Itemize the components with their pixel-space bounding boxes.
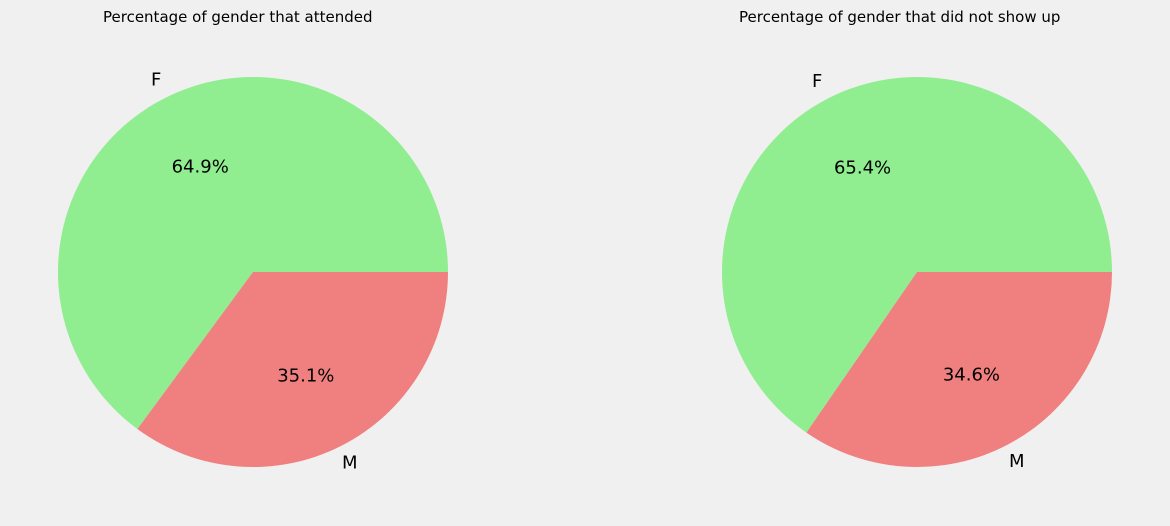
pie-slice-m xyxy=(137,272,448,468)
chart-title: Percentage of gender that did not show u… xyxy=(739,8,1061,26)
pie-slice-f xyxy=(58,77,449,430)
pie-chart-attended: F 64.9% M 35.1% xyxy=(58,70,449,473)
pie-category-label: F xyxy=(812,71,822,92)
pie-value-label: 64.9% xyxy=(172,157,229,178)
pie-slice-m xyxy=(806,272,1112,468)
pie-chart-no-show: F 65.4% M 34.6% xyxy=(722,71,1112,472)
pie-slice-f xyxy=(722,77,1112,433)
pie-panel-attended: Percentage of gender that attended F 64.9… xyxy=(58,8,449,473)
pie-panel-no-show: Percentage of gender that did not show u… xyxy=(585,0,1170,526)
pie-value-label: 65.4% xyxy=(834,157,891,178)
pie-category-label: M xyxy=(342,452,358,473)
pie-category-label: F xyxy=(151,70,161,91)
chart-title: Percentage of gender that attended xyxy=(103,8,373,26)
pie-value-label: 35.1% xyxy=(277,365,334,386)
pie-value-label: 34.6% xyxy=(943,365,1000,386)
pie-category-label: M xyxy=(1009,451,1025,472)
